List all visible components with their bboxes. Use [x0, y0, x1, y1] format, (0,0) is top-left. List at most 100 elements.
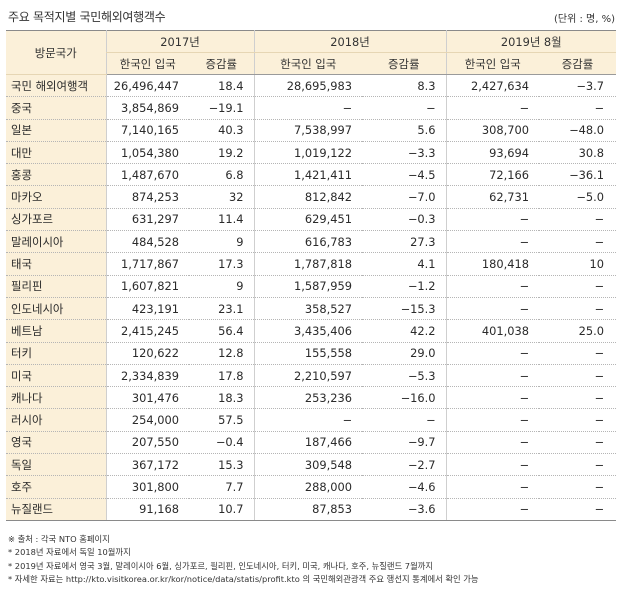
country-cell: 태국 [6, 252, 106, 276]
change-rate-cell: 42.2 [362, 319, 446, 343]
arrivals-cell: 631,297 [105, 208, 189, 232]
change-rate-cell: 18.3 [189, 386, 254, 410]
table-row: 인도네시아 423,191 23.1 358,527 −15.3− − [6, 297, 617, 321]
country-cell: 중국 [6, 96, 106, 120]
footnote-2018: * 2018년 자료에서 독일 10월까지 [8, 547, 131, 558]
arrivals-cell: 2,427,634 [445, 74, 539, 98]
change-rate-cell: − [539, 408, 617, 432]
table-row: 대만 1,054,380 19.2 1,019,122 −3.3 93,694 30.8 [6, 141, 617, 165]
change-rate-cell: −36.1 [539, 163, 617, 187]
arrivals-cell: 874,253 [105, 185, 189, 209]
table-row: 캐나다 301,476 18.3 253,236 −16.0− − [6, 386, 617, 410]
arrivals-cell: 1,587,959 [253, 275, 362, 298]
change-rate-cell: 10.7 [189, 498, 254, 521]
change-rate-cell: 19.2 [189, 141, 254, 165]
arrivals-cell: 155,558 [253, 342, 362, 365]
change-rate-cell: −5.3 [362, 364, 446, 388]
change-rate-cell: 40.3 [189, 119, 254, 142]
change-rate-cell: − [362, 408, 446, 432]
change-rate-cell: −48.0 [539, 119, 617, 142]
country-cell: 호주 [6, 475, 106, 499]
arrivals-cell: − [445, 498, 539, 521]
arrivals-cell: 26,496,447 [105, 74, 189, 98]
arrivals-cell: − [445, 342, 539, 365]
change-rate-cell: 7.7 [189, 475, 254, 499]
change-rate-cell: − [539, 230, 617, 254]
table-row: 베트남 2,415,245 56.4 3,435,406 42.2 401,038 25.0 [6, 319, 617, 343]
arrivals-cell: − [445, 275, 539, 298]
arrivals-cell: − [445, 475, 539, 499]
change-rate-cell: 9 [189, 275, 254, 298]
table-row: 마카오 874,253 32 812,842 −7.0 62,731 −5.0 [6, 185, 617, 209]
header-change-2017: 증감률 [189, 52, 254, 75]
arrivals-cell: 3,854,869 [105, 96, 189, 120]
arrivals-cell: − [445, 431, 539, 455]
unit-label: (단위 : 명, %) [554, 14, 615, 25]
country-cell: 베트남 [6, 319, 106, 343]
change-rate-cell: − [539, 453, 617, 477]
footnotes: ※ 출처 : 각국 NTO 홈페이지 * 2018년 자료에서 독일 10월까지… [8, 533, 479, 587]
change-rate-cell: 6.8 [189, 163, 254, 187]
change-rate-cell: −3.3 [362, 141, 446, 165]
change-rate-cell: − [539, 364, 617, 388]
change-rate-cell: 32 [189, 185, 254, 209]
arrivals-cell: 423,191 [105, 297, 189, 321]
change-rate-cell: 25.0 [539, 319, 617, 343]
arrivals-cell: 72,166 [445, 163, 539, 187]
header-change-2018: 증감률 [362, 52, 446, 75]
table-row: 호주 301,800 7.7 288,000 −4.6− − [6, 475, 617, 499]
arrivals-cell: 7,538,997 [253, 119, 362, 142]
table-row: 뉴질랜드 91,168 10.7 87,853 −3.6− − [6, 498, 617, 521]
change-rate-cell: 5.6 [362, 119, 446, 142]
country-cell: 일본 [6, 119, 106, 142]
arrivals-cell: 28,695,983 [253, 74, 362, 98]
arrivals-cell: 91,168 [105, 498, 189, 521]
arrivals-cell: 3,435,406 [253, 319, 362, 343]
change-rate-cell: 15.3 [189, 453, 254, 477]
header-arrivals-2017: 한국인 입국 [105, 52, 189, 75]
footnote-2019: * 2019년 자료에서 영국 3월, 말레이시아 6월, 싱가포르, 필리핀,… [8, 560, 433, 571]
arrivals-cell: 1,487,670 [105, 163, 189, 187]
change-rate-cell: −0.4 [189, 431, 254, 455]
country-cell: 인도네시아 [6, 297, 106, 321]
table-row: 국민 해외여행객 26,496,447 18.4 28,695,983 8.3 2,427… [6, 74, 617, 98]
change-rate-cell: −1.2 [362, 275, 446, 298]
page-title: 주요 목적지별 국민해외여행객수 [8, 10, 166, 24]
arrivals-cell: 187,466 [253, 431, 362, 455]
change-rate-cell: 12.8 [189, 342, 254, 365]
table-row: 미국 2,334,839 17.8 2,210,597 −5.3− − [6, 364, 617, 388]
change-rate-cell: −0.3 [362, 208, 446, 232]
arrivals-cell: 254,000 [105, 408, 189, 432]
table-body: 국민 해외여행객 26,496,447 18.4 28,695,983 8.3 2,427… [6, 74, 617, 521]
change-rate-cell: − [539, 431, 617, 455]
country-cell: 캐나다 [6, 386, 106, 410]
change-rate-cell: − [539, 342, 617, 365]
arrivals-cell: − [445, 408, 539, 432]
change-rate-cell: 9 [189, 230, 254, 254]
table-row: 터키 120,622 12.8 155,558 29.0− − [6, 342, 617, 365]
arrivals-cell: − [445, 364, 539, 388]
change-rate-cell: − [539, 475, 617, 499]
arrivals-cell: − [445, 208, 539, 232]
footnote-link: * 자세한 자료는 http://kto.visitkorea.or.kr/ko… [8, 574, 479, 585]
arrivals-cell: − [253, 96, 362, 120]
arrivals-cell: 288,000 [253, 475, 362, 499]
change-rate-cell: −2.7 [362, 453, 446, 477]
arrivals-cell: 812,842 [253, 185, 362, 209]
header-country: 방문국가 [6, 30, 106, 75]
header-arrivals-2019: 한국인 입국 [445, 52, 539, 75]
arrivals-cell: 87,853 [253, 498, 362, 521]
table-row: 홍콩 1,487,670 6.8 1,421,411 −4.5 72,166 −36.1 [6, 163, 617, 187]
arrivals-cell: 62,731 [445, 185, 539, 209]
change-rate-cell: 57.5 [189, 408, 254, 432]
change-rate-cell: −19.1 [189, 96, 254, 120]
change-rate-cell: −3.7 [539, 74, 617, 98]
change-rate-cell: 10 [539, 252, 617, 276]
arrivals-cell: 301,800 [105, 475, 189, 499]
header-arrivals-2018: 한국인 입국 [253, 52, 362, 75]
change-rate-cell: 23.1 [189, 297, 254, 321]
change-rate-cell: − [539, 297, 617, 321]
change-rate-cell: 56.4 [189, 319, 254, 343]
arrivals-cell: 308,700 [445, 119, 539, 142]
